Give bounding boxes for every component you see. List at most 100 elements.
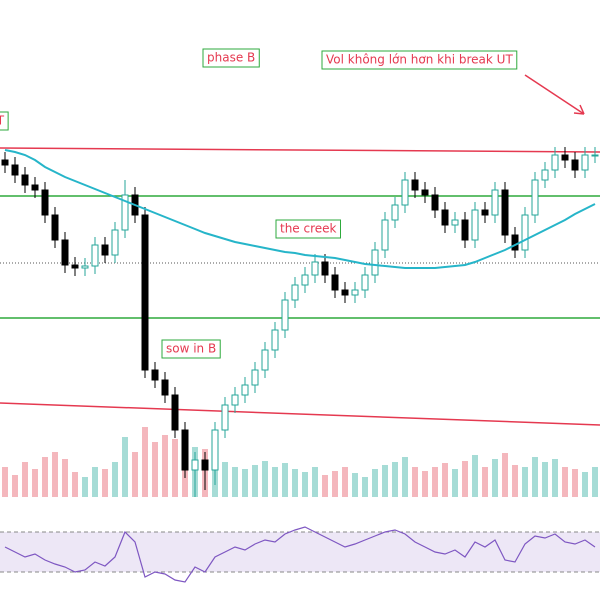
volume-bar [362,477,368,497]
annotation: UT [0,111,9,131]
annotation-box [321,50,518,70]
annotation-text: phase B [207,51,255,65]
candle-body [461,219,469,241]
candle-body [531,179,539,216]
volume-bar [262,461,268,497]
volume-bar [582,472,588,497]
candle-body [391,204,399,221]
volume-bar [172,439,178,497]
volume-bar [22,462,28,497]
volume-bar [272,467,278,497]
volume-bar [322,475,328,497]
candle-body [361,274,369,291]
candle-body [1,159,9,166]
candle-body [31,184,39,191]
volume-bar [572,469,578,497]
candle-body [281,299,289,331]
candle-body [511,234,519,251]
volume-bar [552,459,558,497]
candle-body [301,274,309,286]
candle-body [481,209,489,216]
candle-body [381,219,389,251]
candle-body [71,264,79,269]
volume-bar [492,459,498,497]
arrow-head [573,104,585,115]
volume-bar [82,477,88,497]
volume-bar [542,462,548,497]
candle-body [561,154,569,161]
candle-body [591,154,599,157]
candle-body [161,379,169,396]
candle-body [201,459,209,471]
volume-bar [122,437,128,497]
volume-bar [432,467,438,497]
candle-body [251,369,259,386]
volume-bar [52,452,58,497]
volume-bar [42,457,48,497]
volume-bar [382,465,388,497]
candle-body [571,159,579,171]
candle-body [41,189,49,216]
candle-body [21,174,29,186]
annotation-box [161,339,221,359]
annotation-box [0,111,9,131]
volume-bar [592,467,598,497]
candle-body [231,394,239,406]
arrow [524,74,585,115]
candle-body [151,369,159,381]
volume-bar [242,469,248,497]
candle-body [541,169,549,181]
volume-bar [442,463,448,497]
volume-bar [152,442,158,497]
volume-bar [452,469,458,497]
volume-bar [142,427,148,497]
candle-body [91,244,99,267]
candle-body [101,244,109,256]
volume-bar [352,473,358,497]
volume-bar [472,455,478,497]
volume-bar [72,472,78,497]
volume-bar [342,467,348,497]
candle-body [351,289,359,296]
annotation: the creek [275,219,341,239]
annotation: phase B [202,48,260,68]
volume-bar [102,469,108,497]
volume-bar [482,467,488,497]
candle-body [431,194,439,211]
candle-body [491,189,499,216]
candle-body [501,189,509,236]
volume-bar [422,471,428,497]
candle-body [81,265,89,269]
candle-body [311,261,319,276]
annotation-box [275,219,341,239]
volume-bar [392,462,398,497]
volume-bar [462,461,468,497]
candle-body [261,349,269,371]
level-line [0,402,600,426]
volume-bar [12,475,18,497]
volume-bar [282,463,288,497]
candle-body [191,459,199,471]
candle-body [341,289,349,296]
volume-bar [412,467,418,497]
candle-body [331,274,339,291]
volume-bar [332,471,338,497]
candle-body [371,249,379,276]
volume-bar [222,462,228,497]
candle-body [121,194,129,231]
annotation: sow in B [161,339,221,359]
candle-body [11,164,19,176]
candle-body [421,189,429,196]
candle-body [451,219,459,226]
moving-average [4,149,596,269]
volume-bar [372,469,378,497]
candle-body [111,229,119,256]
candle-body [321,261,329,276]
candle-body [551,154,559,171]
volume-bar [232,467,238,497]
candle-body [171,394,179,431]
annotation: Vol không lớn hơn khi break UT [321,50,518,70]
rsi-band [0,532,600,572]
rsi-line [4,526,596,583]
